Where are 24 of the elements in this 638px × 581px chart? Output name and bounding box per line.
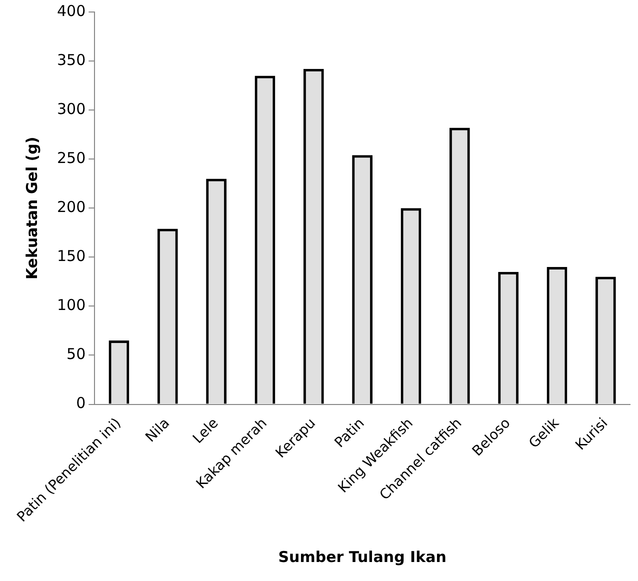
y-tick-label: 400 [56,2,86,20]
bar [206,178,227,404]
bar [449,128,470,404]
x-axis-title: Sumber Tulang Ikan [278,548,446,566]
y-tick-label: 200 [56,198,86,216]
bar [352,155,373,404]
bar [546,266,568,404]
y-tick-label: 350 [56,50,86,69]
y-tick-label: 300 [56,100,86,118]
y-axis-title: Kekuatan Gel (g) [22,136,41,280]
bar [498,272,519,404]
bar [595,276,616,404]
bar [254,76,276,404]
x-tick-label: Lele [190,415,222,447]
bar [157,228,178,404]
bar [400,208,422,404]
y-tick-label: 250 [56,149,86,167]
bar [303,68,324,404]
x-tick-label: Nila [142,415,174,446]
y-tick-label: 100 [56,296,86,314]
y-tick-label: 50 [66,345,86,364]
y-tick-label: 0 [76,394,86,412]
bar [108,340,130,404]
y-tick-label: 150 [56,247,86,266]
